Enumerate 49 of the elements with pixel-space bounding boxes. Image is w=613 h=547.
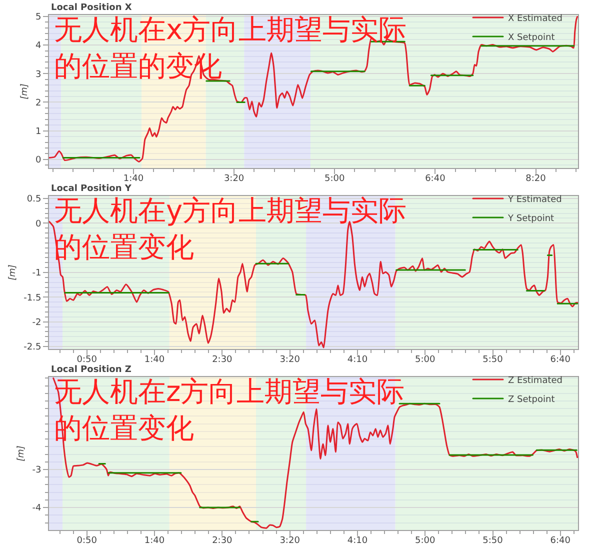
y-tick-label: -2.5 <box>24 342 42 353</box>
x-tick-label: 6:40 <box>550 354 571 365</box>
x-tick-label: 1:40 <box>144 536 165 546</box>
y-tick-label: 0.5 <box>26 194 42 205</box>
legend-label: Y Estimated <box>507 195 562 206</box>
x-tick-label: 3:20 <box>280 536 300 546</box>
x-tick-label: 8:20 <box>526 174 546 184</box>
x-tick-label: 2:30 <box>212 354 233 365</box>
y-tick-label: 0 <box>35 219 42 230</box>
x-tick-label: 5:50 <box>482 354 504 365</box>
y-tick-label: 4 <box>35 41 42 52</box>
chart-title: Local Position Y <box>51 184 132 194</box>
legend-label: X Estimated <box>508 14 562 24</box>
y-tick-label: -3 <box>32 466 42 476</box>
y-tick-label: -4 <box>32 504 42 514</box>
y-axis-title: [m] <box>20 83 30 100</box>
y-tick-label: 2 <box>35 98 42 108</box>
y-tick-label: 3 <box>35 70 42 80</box>
legend-label: X Setpoint <box>508 33 556 44</box>
x-tick-label: 1:40 <box>123 174 144 184</box>
x-tick-label: 0:50 <box>76 354 98 365</box>
line-series <box>49 16 578 162</box>
y-tick-label: -1 <box>32 268 42 279</box>
line-series <box>52 377 578 529</box>
y-axis-title: [m] <box>16 445 27 462</box>
x-tick-label: 5:00 <box>415 354 436 365</box>
y-tick-label: 0 <box>35 156 42 166</box>
legend-label: Y Setpoint <box>507 214 555 224</box>
x-tick-label: 0:50 <box>76 536 98 546</box>
chart-title: Local Position X <box>51 3 132 13</box>
x-tick-label: 1:40 <box>144 354 165 365</box>
y-tick-label: -1.5 <box>24 293 42 304</box>
x-tick-label: 6:40 <box>425 174 446 184</box>
legend-label: Z Setpoint <box>508 395 556 406</box>
y-tick-label: -2 <box>32 318 42 328</box>
y-axis-title: [m] <box>8 264 18 280</box>
x-tick-label: 3:20 <box>280 354 300 365</box>
x-tick-label: 6:40 <box>550 536 571 546</box>
chart-title: Local Position Z <box>51 365 132 375</box>
legend-label: Z Estimated <box>508 376 562 386</box>
x-tick-label: 5:00 <box>415 536 436 546</box>
x-tick-label: 3:20 <box>224 174 244 184</box>
x-tick-label: 5:50 <box>482 536 504 546</box>
y-tick-label: 1 <box>35 126 42 137</box>
x-tick-label: 4:10 <box>347 354 368 365</box>
x-tick-label: 5:00 <box>324 174 345 184</box>
y-tick-label: 5 <box>35 12 42 23</box>
x-tick-label: 2:30 <box>212 536 233 546</box>
x-tick-label: 4:10 <box>347 536 368 546</box>
